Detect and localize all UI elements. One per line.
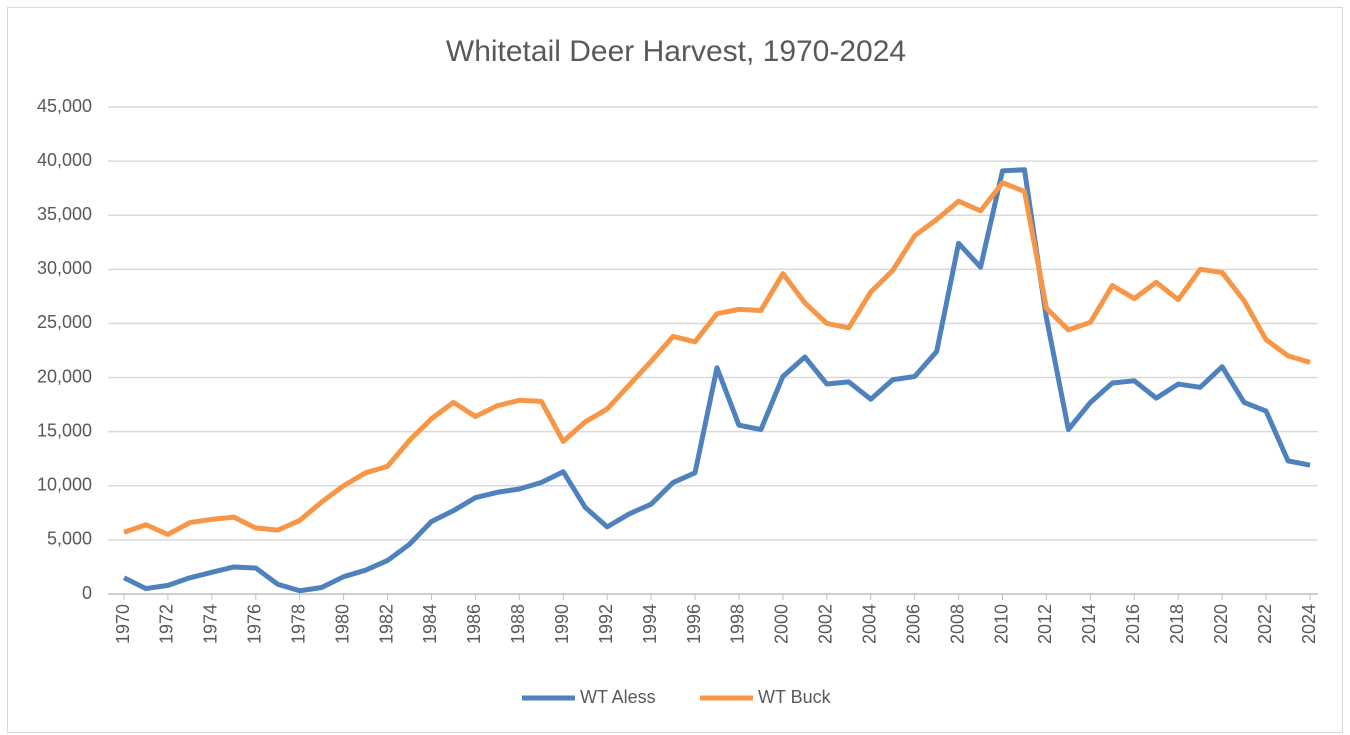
x-tick-label: 1986	[464, 604, 484, 644]
x-tick-label: 2020	[1211, 604, 1231, 644]
x-tick-label: 1988	[508, 604, 528, 644]
y-tick-label: 35,000	[37, 204, 92, 224]
y-tick-label: 10,000	[37, 475, 92, 495]
x-tick-label: 1976	[245, 604, 265, 644]
y-tick-label: 40,000	[37, 150, 92, 170]
legend-label: WT Aless	[580, 687, 656, 707]
x-tick-label: 2016	[1123, 604, 1143, 644]
x-tick-label: 1972	[157, 604, 177, 644]
x-tick-label: 2000	[772, 604, 792, 644]
x-tick-label: 1990	[552, 604, 572, 644]
x-tick-label: 2010	[991, 604, 1011, 644]
y-tick-label: 20,000	[37, 366, 92, 386]
series-line	[122, 167, 1311, 594]
x-tick-label: 1984	[420, 604, 440, 644]
x-tick-label: 1998	[728, 604, 748, 644]
x-tick-label: 1994	[640, 604, 660, 644]
y-tick-label: 15,000	[37, 420, 92, 440]
x-tick-label: 1982	[376, 604, 396, 644]
y-tick-label: 5,000	[47, 529, 92, 549]
x-tick-label: 2006	[903, 604, 923, 644]
x-tick-label: 2018	[1167, 604, 1187, 644]
y-tick-label: 45,000	[37, 96, 92, 116]
x-tick-label: 2012	[1035, 604, 1055, 644]
y-tick-label: 30,000	[37, 258, 92, 278]
x-tick-label: 2002	[816, 604, 836, 644]
x-tick-label: 2022	[1255, 604, 1275, 644]
x-tick-label: 1992	[596, 604, 616, 644]
y-tick-label: 0	[82, 583, 92, 603]
chart-title: Whitetail Deer Harvest, 1970-2024	[446, 35, 906, 68]
legend-label: WT Buck	[758, 687, 832, 707]
x-tick-label: 2014	[1079, 604, 1099, 644]
x-tick-label: 1978	[288, 604, 308, 644]
x-tick-label: 2024	[1299, 604, 1319, 644]
x-tick-label: 1996	[684, 604, 704, 644]
x-tick-label: 2004	[859, 604, 879, 644]
x-tick-label: 1970	[113, 604, 133, 644]
chart-frame	[7, 7, 1343, 733]
x-tick-label: 1974	[201, 604, 221, 644]
y-tick-label: 25,000	[37, 312, 92, 332]
series-line	[123, 180, 1311, 537]
x-tick-label: 1980	[332, 604, 352, 644]
x-tick-label: 2008	[947, 604, 967, 644]
